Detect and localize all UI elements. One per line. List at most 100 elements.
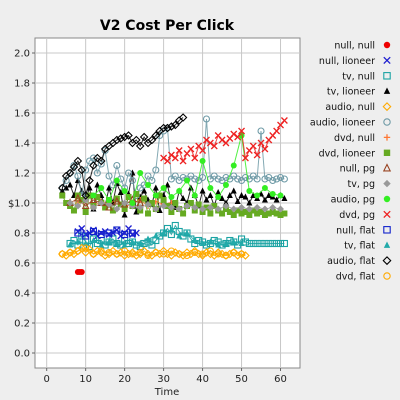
series-line [69, 197, 141, 209]
data-point [132, 135, 141, 145]
series-9 [66, 196, 285, 213]
data-point [74, 247, 82, 255]
data-point [160, 202, 168, 210]
legend-label: dvd, pg [339, 210, 375, 221]
data-point [238, 210, 245, 217]
data-point [207, 210, 214, 217]
data-point [164, 203, 171, 209]
data-point [105, 248, 113, 257]
y-tick-label: 2.0 [14, 49, 30, 60]
data-point [238, 240, 245, 246]
data-point [121, 230, 129, 239]
data-point [137, 240, 144, 246]
data-point [65, 168, 75, 178]
data-point [121, 247, 129, 255]
data-point [276, 173, 285, 182]
data-point [152, 205, 160, 213]
data-point [152, 192, 159, 199]
data-point [171, 120, 180, 130]
data-point [230, 205, 238, 213]
data-point [226, 209, 233, 215]
data-point [136, 204, 144, 211]
data-point [199, 250, 207, 258]
legend-label: audio, lioneer [310, 118, 375, 129]
data-point [238, 192, 245, 198]
data-point [89, 154, 98, 162]
data-point [230, 212, 237, 218]
legend-marker [383, 41, 391, 49]
legend-marker [383, 72, 391, 80]
data-point [176, 232, 183, 239]
data-point [94, 181, 101, 188]
data-point [199, 240, 206, 246]
x-tick-label: 20 [118, 374, 131, 385]
legend-marker [383, 272, 391, 280]
data-point [199, 173, 207, 182]
data-point [78, 269, 85, 275]
data-point [214, 250, 222, 258]
data-point [168, 194, 175, 200]
legend-label: null, lioneer [319, 56, 375, 67]
data-point [73, 156, 83, 166]
data-point [230, 187, 237, 194]
y-tick-label: 0.6 [14, 259, 30, 270]
data-point [199, 158, 206, 164]
chart-title: V2 Cost Per Click [100, 18, 235, 34]
data-point [81, 191, 90, 200]
legend-label: tv, pg [348, 179, 375, 190]
legend-marker [383, 56, 391, 65]
data-point [241, 251, 250, 260]
data-point [97, 247, 105, 255]
data-point [277, 192, 284, 199]
legend-label: tv, lioneer [327, 87, 375, 98]
data-point [281, 195, 288, 201]
data-point [203, 204, 210, 211]
data-point [206, 204, 214, 211]
data-point [152, 232, 159, 239]
data-point [120, 132, 129, 142]
legend-label: audio, flat [327, 256, 375, 267]
data-point [171, 172, 179, 180]
y-tick-label: 0.0 [14, 349, 30, 360]
data-point [254, 210, 261, 217]
data-point [199, 147, 207, 154]
data-point [74, 172, 82, 180]
data-point [258, 209, 265, 215]
data-point [191, 204, 199, 211]
data-point [175, 205, 183, 213]
data-point [90, 192, 97, 199]
data-point [215, 194, 222, 200]
data-point [66, 248, 74, 257]
data-point [269, 176, 277, 185]
data-point [210, 142, 218, 150]
data-point [187, 145, 195, 153]
data-point [168, 226, 175, 233]
legend-marker [383, 195, 391, 203]
data-point [226, 192, 233, 198]
data-point [257, 239, 265, 248]
data-point [67, 241, 74, 248]
data-point [70, 207, 77, 214]
data-point [89, 195, 98, 204]
data-point [105, 172, 113, 180]
legend-marker [382, 256, 392, 266]
data-point [277, 212, 284, 218]
x-tick-label: 40 [196, 374, 209, 385]
data-point [178, 113, 188, 122]
data-point [164, 181, 171, 188]
data-point [233, 251, 242, 260]
data-point [112, 196, 121, 205]
data-point [230, 248, 238, 257]
data-point [120, 251, 129, 260]
data-point [265, 210, 272, 217]
y-axis-label: $ [8, 199, 14, 210]
legend-label: tv, null [342, 71, 375, 82]
axis-ticks: 0 10 20 30 40 50 60 0.0 0.2 0.4 0.6 0.8 1.0 1.2 1.4 1.6… [14, 49, 287, 386]
data-point [98, 241, 105, 248]
series-layer [58, 113, 288, 275]
data-point [222, 240, 229, 246]
data-point [219, 210, 226, 217]
data-point [69, 162, 79, 172]
data-point [191, 192, 198, 199]
data-point [234, 198, 241, 204]
